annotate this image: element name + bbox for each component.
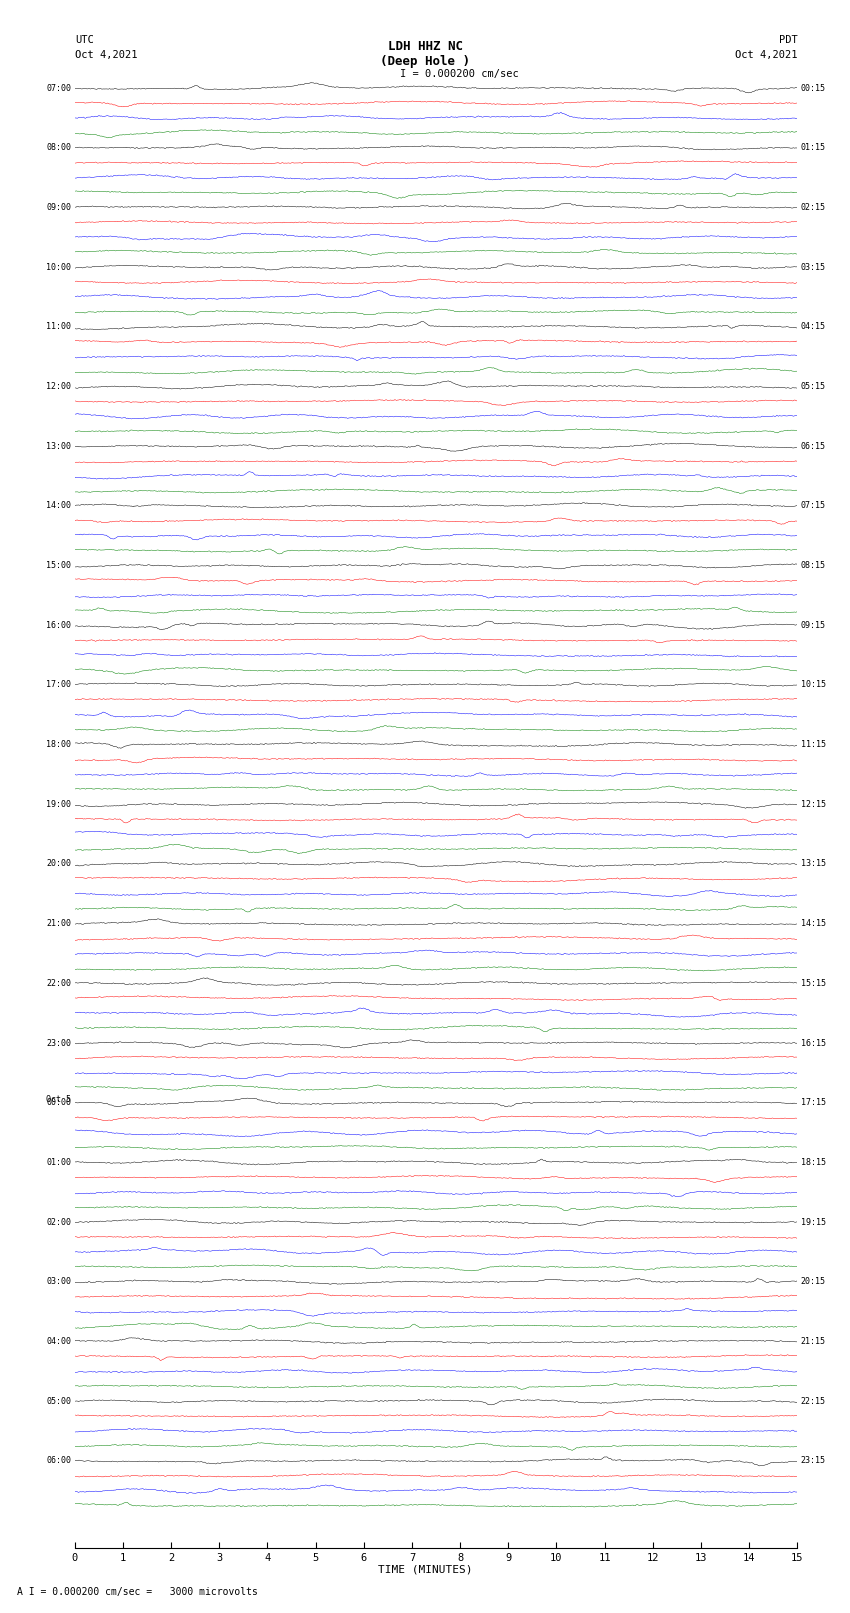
Text: 14:15: 14:15 xyxy=(801,919,826,927)
Text: 23:15: 23:15 xyxy=(801,1457,826,1465)
Text: 02:15: 02:15 xyxy=(801,203,826,211)
Text: 22:15: 22:15 xyxy=(801,1397,826,1405)
Text: 06:15: 06:15 xyxy=(801,442,826,450)
Text: PDT: PDT xyxy=(779,35,797,45)
Text: 09:00: 09:00 xyxy=(46,203,71,211)
Text: 20:00: 20:00 xyxy=(46,860,71,868)
Text: 18:00: 18:00 xyxy=(46,740,71,748)
Text: 22:00: 22:00 xyxy=(46,979,71,987)
Text: 02:00: 02:00 xyxy=(46,1218,71,1226)
Text: TIME (MINUTES): TIME (MINUTES) xyxy=(377,1565,473,1574)
Text: 15:15: 15:15 xyxy=(801,979,826,987)
Text: Oct 5: Oct 5 xyxy=(46,1095,71,1105)
Text: 16:15: 16:15 xyxy=(801,1039,826,1047)
Text: 16:00: 16:00 xyxy=(46,621,71,629)
Text: 01:00: 01:00 xyxy=(46,1158,71,1166)
Text: 18:15: 18:15 xyxy=(801,1158,826,1166)
Text: 21:15: 21:15 xyxy=(801,1337,826,1345)
Text: 11:15: 11:15 xyxy=(801,740,826,748)
Text: 12:15: 12:15 xyxy=(801,800,826,808)
Text: 04:15: 04:15 xyxy=(801,323,826,331)
Text: 05:15: 05:15 xyxy=(801,382,826,390)
Text: 21:00: 21:00 xyxy=(46,919,71,927)
Text: 19:00: 19:00 xyxy=(46,800,71,808)
Text: 05:00: 05:00 xyxy=(46,1397,71,1405)
Text: 11:00: 11:00 xyxy=(46,323,71,331)
Text: 17:00: 17:00 xyxy=(46,681,71,689)
Text: 07:00: 07:00 xyxy=(46,84,71,92)
Text: 17:15: 17:15 xyxy=(801,1098,826,1107)
Text: 09:15: 09:15 xyxy=(801,621,826,629)
Text: (Deep Hole ): (Deep Hole ) xyxy=(380,55,470,68)
Text: 08:00: 08:00 xyxy=(46,144,71,152)
Text: 10:15: 10:15 xyxy=(801,681,826,689)
Text: 15:00: 15:00 xyxy=(46,561,71,569)
Text: 00:00: 00:00 xyxy=(46,1098,71,1107)
Text: 01:15: 01:15 xyxy=(801,144,826,152)
Text: 03:15: 03:15 xyxy=(801,263,826,271)
Text: UTC: UTC xyxy=(75,35,94,45)
Text: 20:15: 20:15 xyxy=(801,1277,826,1286)
Text: 13:00: 13:00 xyxy=(46,442,71,450)
Text: 06:00: 06:00 xyxy=(46,1457,71,1465)
Text: 13:15: 13:15 xyxy=(801,860,826,868)
Text: 08:15: 08:15 xyxy=(801,561,826,569)
Text: 04:00: 04:00 xyxy=(46,1337,71,1345)
Text: LDH HHZ NC: LDH HHZ NC xyxy=(388,40,462,53)
Text: 14:00: 14:00 xyxy=(46,502,71,510)
Text: 03:00: 03:00 xyxy=(46,1277,71,1286)
Text: I = 0.000200 cm/sec: I = 0.000200 cm/sec xyxy=(400,69,518,79)
Text: 23:00: 23:00 xyxy=(46,1039,71,1047)
Text: 12:00: 12:00 xyxy=(46,382,71,390)
Text: 10:00: 10:00 xyxy=(46,263,71,271)
Text: Oct 4,2021: Oct 4,2021 xyxy=(75,50,138,60)
Text: 19:15: 19:15 xyxy=(801,1218,826,1226)
Text: A I = 0.000200 cm/sec =   3000 microvolts: A I = 0.000200 cm/sec = 3000 microvolts xyxy=(17,1587,258,1597)
Text: 07:15: 07:15 xyxy=(801,502,826,510)
Text: 00:15: 00:15 xyxy=(801,84,826,92)
Text: Oct 4,2021: Oct 4,2021 xyxy=(734,50,797,60)
